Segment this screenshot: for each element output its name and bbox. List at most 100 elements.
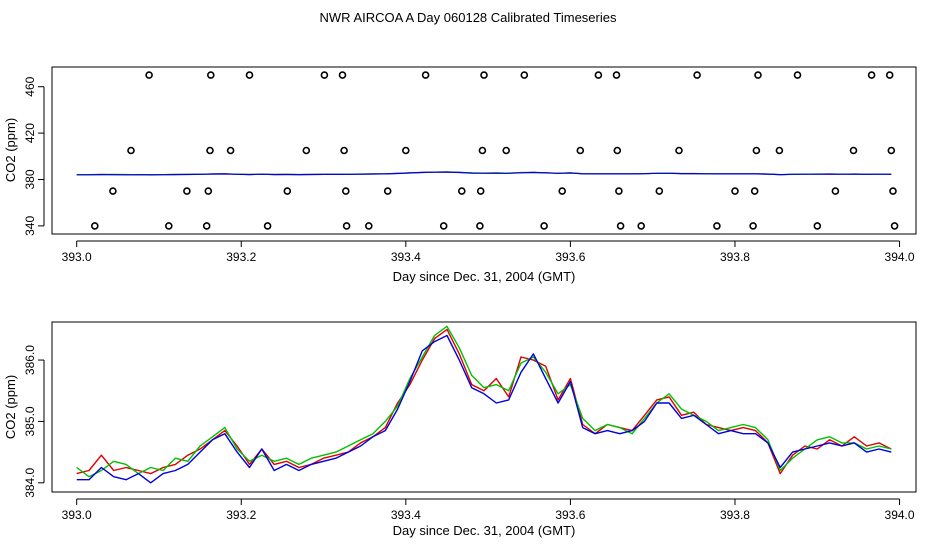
data-point — [731, 187, 739, 195]
data-point — [849, 146, 858, 155]
data-point — [813, 222, 822, 230]
scatter-points — [91, 71, 899, 230]
line-panel: 393.0 393.2 393.4 393.6 393.8 394.0 384.0 385.… — [3, 321, 917, 538]
line-y-axis-label: CO2 (ppm) — [3, 375, 18, 439]
y-tick-label: 420 — [23, 123, 37, 143]
data-point — [615, 187, 623, 195]
x-tick-label: 393.0 — [62, 508, 92, 522]
data-point — [502, 146, 511, 155]
data-point — [594, 71, 603, 79]
data-point — [338, 71, 347, 79]
data-point — [520, 71, 529, 79]
line-x-axis-label: Day since Dec. 31, 2004 (GMT) — [393, 523, 576, 538]
data-point — [675, 146, 683, 155]
series-line-blue — [76, 171, 892, 176]
x-tick-label: 393.8 — [720, 250, 750, 264]
data-point — [226, 146, 235, 155]
data-point — [775, 146, 784, 155]
data-point — [885, 71, 894, 79]
y-tick-label: 385.0 — [23, 406, 37, 436]
data-point — [889, 187, 897, 195]
data-point — [457, 187, 466, 195]
data-point — [476, 187, 485, 195]
y-tick-label: 460 — [23, 76, 37, 96]
data-point — [476, 222, 484, 230]
line-x-axis: 393.0 393.2 393.4 393.6 393.8 394.0 — [62, 498, 915, 522]
y-tick-label: 386.0 — [23, 345, 37, 375]
data-point — [478, 146, 487, 155]
x-tick-label: 393.4 — [391, 250, 421, 264]
x-tick-label: 393.0 — [62, 250, 92, 264]
x-tick-label: 393.2 — [226, 508, 256, 522]
data-point — [831, 187, 840, 195]
data-point — [637, 222, 646, 230]
data-point — [793, 71, 802, 79]
x-tick-label: 393.8 — [720, 508, 750, 522]
data-point — [867, 71, 876, 79]
scatter-y-axis-label: CO2 (ppm) — [3, 118, 18, 182]
line-series — [76, 325, 892, 484]
data-point — [749, 222, 757, 230]
scatter-series-lines — [76, 171, 892, 176]
data-point — [576, 146, 585, 155]
series-line-red — [76, 328, 892, 475]
y-tick-label: 380 — [23, 169, 37, 189]
data-point — [713, 222, 721, 230]
data-point — [342, 222, 351, 230]
data-point — [401, 146, 410, 155]
data-point — [165, 222, 173, 230]
x-tick-label: 393.6 — [555, 508, 585, 522]
data-point — [693, 71, 701, 79]
y-tick-label: 384.0 — [23, 467, 37, 497]
data-point — [340, 146, 348, 155]
data-point — [558, 187, 567, 195]
series-line-blue — [76, 334, 892, 484]
data-point — [302, 146, 311, 155]
x-tick-label: 394.0 — [885, 508, 915, 522]
x-tick-label: 393.4 — [391, 508, 421, 522]
data-point — [204, 187, 213, 195]
data-point — [320, 71, 329, 79]
data-point — [207, 71, 215, 79]
data-point — [183, 187, 191, 195]
data-point — [616, 222, 625, 230]
data-point — [206, 146, 214, 155]
data-point — [245, 71, 254, 79]
data-point — [655, 187, 664, 195]
data-point — [91, 222, 99, 230]
data-point — [752, 146, 761, 155]
scatter-y-axis: 340 380 420 460 — [23, 76, 45, 236]
scatter-panel: 393.0 393.2 393.4 393.6 393.8 394.0 340 380 420… — [3, 66, 917, 284]
page-title: NWR AIRCOA A Day 060128 Calibrated Times… — [320, 10, 617, 25]
data-point — [383, 187, 392, 195]
data-point — [540, 222, 548, 230]
data-point — [341, 187, 350, 195]
data-point — [480, 71, 488, 79]
line-y-axis: 384.0 385.0 386.0 — [23, 345, 45, 498]
data-point — [613, 146, 622, 155]
scatter-x-axis: 393.0 393.2 393.4 393.6 393.8 394.0 — [62, 240, 915, 264]
line-plot-frame — [51, 321, 917, 493]
data-point — [127, 146, 135, 155]
data-point — [754, 71, 762, 79]
scatter-plot-frame — [51, 66, 917, 235]
data-point — [145, 71, 153, 79]
data-point — [283, 187, 292, 195]
y-tick-label: 340 — [23, 216, 37, 236]
data-point — [421, 71, 430, 79]
series-line-green — [76, 325, 892, 478]
x-tick-label: 394.0 — [885, 250, 915, 264]
data-point — [612, 71, 621, 79]
data-point — [750, 187, 759, 195]
scatter-x-axis-label: Day since Dec. 31, 2004 (GMT) — [393, 269, 576, 284]
data-point — [364, 222, 373, 230]
data-point — [202, 222, 211, 230]
x-tick-label: 393.6 — [555, 250, 585, 264]
data-point — [439, 222, 448, 230]
data-point — [890, 222, 899, 230]
data-point — [109, 187, 117, 195]
data-point — [887, 146, 896, 155]
x-tick-label: 393.2 — [226, 250, 256, 264]
data-point — [263, 222, 272, 230]
